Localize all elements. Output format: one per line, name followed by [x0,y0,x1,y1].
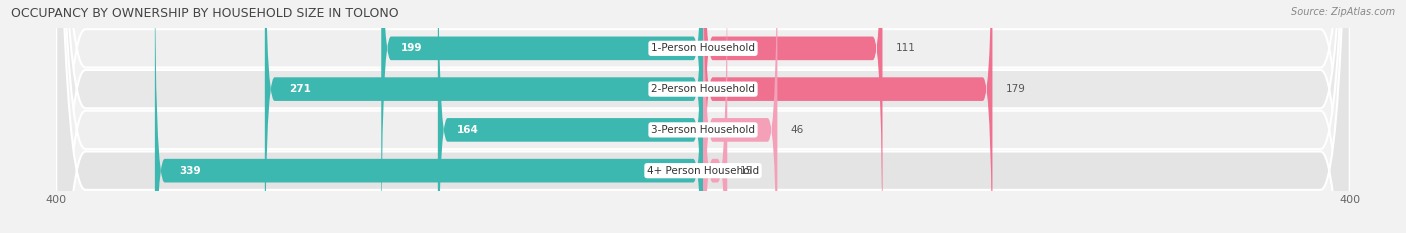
Text: 4+ Person Household: 4+ Person Household [647,166,759,176]
Text: 111: 111 [896,43,915,53]
FancyBboxPatch shape [264,0,703,233]
Text: 179: 179 [1005,84,1025,94]
Text: OCCUPANCY BY OWNERSHIP BY HOUSEHOLD SIZE IN TOLONO: OCCUPANCY BY OWNERSHIP BY HOUSEHOLD SIZE… [11,7,399,20]
FancyBboxPatch shape [703,0,993,233]
Text: 2-Person Household: 2-Person Household [651,84,755,94]
FancyBboxPatch shape [56,0,1350,233]
Text: 15: 15 [740,166,754,176]
FancyBboxPatch shape [381,0,703,233]
FancyBboxPatch shape [703,0,727,233]
Text: 1-Person Household: 1-Person Household [651,43,755,53]
FancyBboxPatch shape [703,0,883,233]
Text: 339: 339 [179,166,201,176]
Text: 3-Person Household: 3-Person Household [651,125,755,135]
Text: Source: ZipAtlas.com: Source: ZipAtlas.com [1291,7,1395,17]
FancyBboxPatch shape [437,0,703,233]
Text: 199: 199 [401,43,422,53]
Text: 164: 164 [457,125,479,135]
FancyBboxPatch shape [56,0,1350,233]
Text: 46: 46 [790,125,804,135]
FancyBboxPatch shape [155,0,703,233]
FancyBboxPatch shape [703,0,778,233]
Text: 271: 271 [290,84,311,94]
FancyBboxPatch shape [56,0,1350,233]
FancyBboxPatch shape [56,0,1350,233]
